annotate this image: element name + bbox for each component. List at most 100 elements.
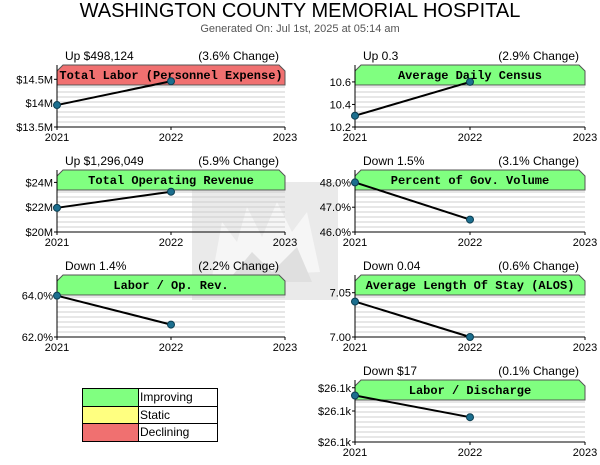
series-line [56,294,172,326]
series-line [354,181,471,221]
x-tick-label: 2022 [159,132,183,144]
x-tick-label: 2023 [573,342,597,354]
x-tick-label: 2022 [458,342,482,354]
y-tick-label: $22M [25,202,53,214]
y-tick-label: 10.2 [330,122,351,134]
data-point [167,77,175,86]
generated-timestamp: Generated On: Jul 1st, 2025 at 05:14 am [200,23,400,35]
data-point [167,320,175,329]
change-label: Down 1.5% [363,154,425,168]
y-tick-label: $26.1k [318,383,352,395]
data-point [466,413,474,422]
data-point [466,77,474,86]
page-title: WASHINGTON COUNTY MEMORIAL HOSPITAL [79,0,521,22]
data-point [351,391,359,400]
series-line [56,80,172,107]
chart-title: Total Operating Revenue [88,174,254,188]
series-line [56,190,172,209]
legend-swatch-static [83,407,139,424]
change-label: Down $17 [363,364,417,378]
x-tick-label: 2021 [45,342,69,354]
x-tick-label: 2022 [458,447,482,459]
y-tick-label: 10.4 [330,99,351,111]
y-tick-label: 62.0% [22,332,53,344]
data-point [53,101,61,110]
x-tick-label: 2021 [45,237,69,249]
data-point [167,187,175,196]
legend-swatch-declining [83,424,139,441]
x-tick-label: 2021 [343,132,367,144]
y-tick-label: 47.0% [320,202,351,214]
pct-change-label: (3.6% Change) [198,49,279,63]
x-tick-label: 2021 [343,237,367,249]
y-tick-label: 10.6 [330,77,351,89]
legend-label-improving: Improving [140,390,193,404]
x-tick-label: 2022 [458,237,482,249]
chart-panel: Down $17 (0.1% Change) Labor / Discharge $2… [318,364,597,459]
x-tick-label: 2022 [159,237,183,249]
x-tick-label: 2021 [45,132,69,144]
legend-item-improving: Improving [83,389,217,406]
chart-panel: Up 0.3 (2.9% Change) Average Daily Census 1… [330,49,598,144]
y-tick-label: $26.1k [318,406,352,418]
y-tick-label: 46.0% [320,227,351,239]
data-point [351,111,359,120]
y-tick-label: 48.0% [320,177,351,189]
x-tick-label: 2022 [159,342,183,354]
legend-label-static: Static [140,408,171,422]
pct-change-label: (5.9% Change) [198,154,279,168]
change-label: Down 0.04 [363,259,421,273]
y-tick-label: 7.05 [330,288,351,300]
chart-title: Average Length Of Stay (ALOS) [366,279,575,293]
y-tick-label: $26.1k [318,437,352,449]
change-label: Down 1.4% [65,259,127,273]
change-label: Up $1,296,049 [65,154,144,168]
chart-title: Average Daily Census [398,69,542,83]
x-tick-label: 2023 [273,237,297,249]
pct-change-label: (0.1% Change) [498,364,579,378]
data-point [53,203,61,212]
legend: Improving Static Declining [82,388,218,442]
series-line [354,394,471,419]
x-tick-label: 2021 [343,447,367,459]
legend-item-declining: Declining [83,423,217,441]
x-tick-label: 2023 [273,132,297,144]
y-tick-label: $20M [25,227,53,239]
chart-panel: Down 1.4% (2.2% Change) Labor / Op. Rev. 64… [22,259,297,354]
x-tick-label: 2023 [273,342,297,354]
legend-swatch-improving [83,389,139,406]
watermark-graphic [212,202,320,282]
change-label: Up 0.3 [363,49,399,63]
x-tick-label: 2023 [573,132,597,144]
x-tick-label: 2021 [343,342,367,354]
data-point [351,178,359,187]
y-tick-label: $24M [25,177,53,189]
y-tick-label: 7.00 [330,332,351,344]
y-tick-label: $13.5M [16,122,53,134]
pct-change-label: (0.6% Change) [498,259,579,273]
chart-title: Percent of Gov. Volume [391,174,549,188]
x-tick-label: 2022 [458,132,482,144]
change-label: Up $498,124 [65,49,134,63]
chart-panel: Up $1,296,049 (5.9% Change) Total Operatin… [25,154,297,249]
chart-title: Labor / Discharge [409,384,531,398]
chart-panel: Up $498,124 (3.6% Change) Total Labor (Per… [16,49,297,144]
data-point [351,297,359,306]
x-tick-label: 2023 [573,447,597,459]
y-tick-label: $14M [25,98,53,110]
x-tick-label: 2023 [573,237,597,249]
pct-change-label: (2.9% Change) [498,49,579,63]
series-line [354,300,471,338]
legend-item-static: Static [83,406,217,424]
y-tick-label: $14.5M [16,74,53,86]
pct-change-label: (2.2% Change) [198,259,279,273]
chart-title: Total Labor (Personnel Expense) [59,69,282,83]
series-line [354,80,471,117]
data-point [53,291,61,300]
data-point [466,333,474,341]
chart-title: Labor / Op. Rev. [113,279,228,293]
y-tick-label: 64.0% [22,291,53,303]
chart-panel: Down 1.5% (3.1% Change) Percent of Gov. Vo… [320,154,597,249]
